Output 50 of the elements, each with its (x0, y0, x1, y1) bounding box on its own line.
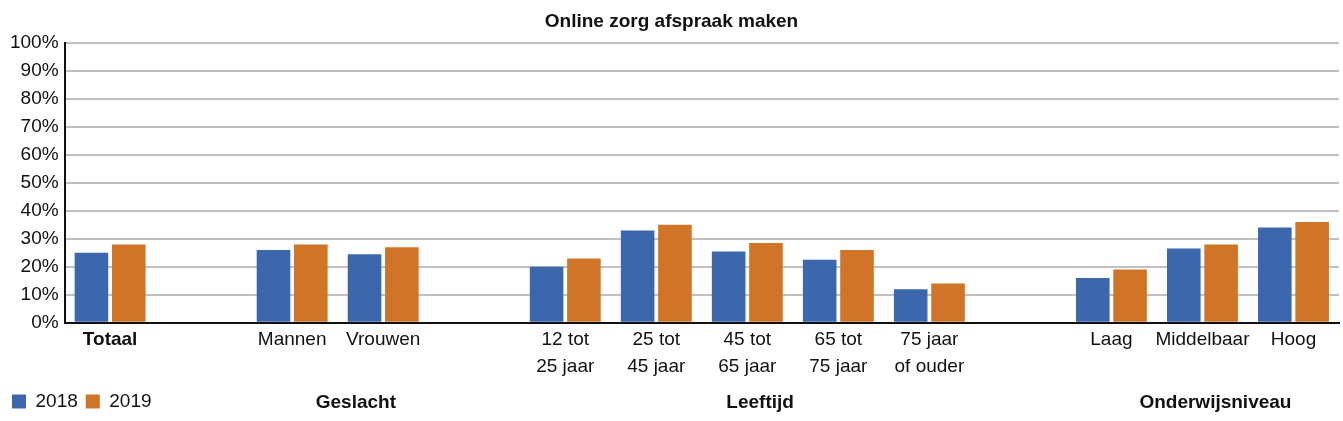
y-tick-label: 40% (20, 199, 59, 221)
y-tick-label: 80% (20, 87, 59, 109)
y-tick-label: 50% (20, 171, 59, 193)
y-tick-label: 60% (20, 143, 59, 165)
bar (620, 230, 655, 322)
x-tick-label: Laag (1090, 328, 1133, 350)
x-tick-label: Hoog (1270, 328, 1317, 350)
y-tick-label: 30% (20, 227, 59, 249)
bar (1113, 269, 1147, 322)
x-tick-label: Middelbaar (1155, 328, 1251, 350)
bar (658, 224, 692, 322)
y-tick-label: 20% (20, 255, 59, 277)
bar (74, 252, 109, 322)
bar (347, 254, 382, 322)
y-tick-label: 90% (20, 59, 59, 81)
x-tick-label: 25 tot 45 jaar (627, 328, 686, 376)
bar (294, 244, 328, 322)
bar (529, 266, 564, 322)
x-tick-label: 45 tot 65 jaar (718, 328, 778, 376)
x-tick-label: Vrouwen (346, 328, 421, 350)
bar (1204, 244, 1238, 322)
bar (802, 259, 837, 322)
bar (385, 247, 419, 322)
legend-label: 2019 (109, 389, 152, 411)
y-tick-label: 10% (20, 283, 59, 305)
bar (567, 258, 601, 322)
bar (1258, 227, 1292, 322)
bar (1075, 278, 1110, 322)
text: Leeftijd (726, 390, 794, 412)
bar (256, 250, 291, 322)
y-tick-label: 0% (31, 311, 59, 333)
x-tick-label: 65 tot 75 jaar (809, 328, 869, 376)
text: Onderwijsniveau (1139, 390, 1292, 412)
bar (749, 243, 783, 322)
bar (840, 250, 874, 322)
bar (1295, 222, 1329, 322)
bar (711, 251, 746, 322)
text: Geslacht (315, 390, 397, 412)
chart-title: Online zorg afspraak maken (544, 9, 799, 31)
bar (111, 244, 146, 322)
x-tick-label: Totaal (82, 328, 138, 350)
y-tick-label: 70% (20, 115, 59, 137)
bar (1167, 248, 1201, 322)
x-tick-label: 75 jaar of ouder (894, 328, 965, 376)
y-tick-label: 100% (9, 31, 59, 53)
bar (931, 283, 965, 322)
x-tick-label: Mannen (257, 328, 327, 350)
x-tick-label: 12 tot 25 jaar (536, 328, 595, 376)
legend-label: 2018 (35, 389, 78, 411)
bar (893, 289, 928, 322)
